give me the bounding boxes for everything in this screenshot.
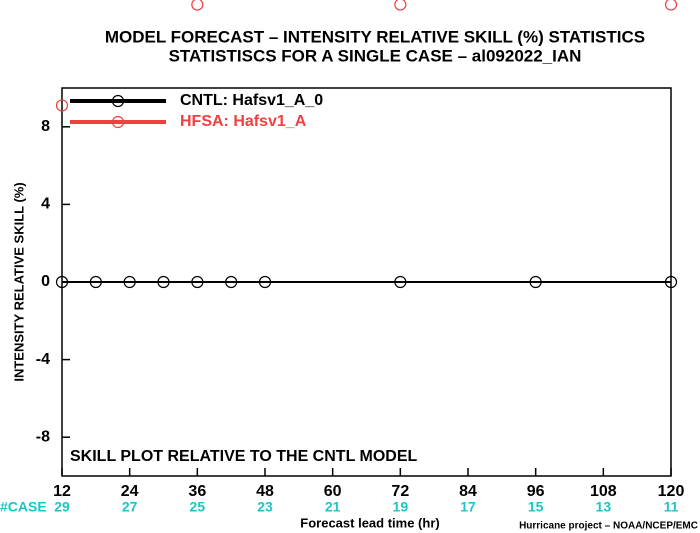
x-tick-label: 72 <box>391 483 409 500</box>
case-count: 15 <box>528 499 544 515</box>
y-tick-label: 0 <box>41 273 50 290</box>
series-marker <box>191 275 204 289</box>
x-tick-label: 96 <box>527 483 545 500</box>
x-tick-label: 48 <box>256 483 274 500</box>
case-count: 29 <box>54 499 70 515</box>
x-tick-label: 120 <box>658 483 685 500</box>
x-tick-label: 12 <box>53 483 71 500</box>
x-axis-label: Forecast lead time (hr) <box>300 515 439 530</box>
x-tick-label: 24 <box>121 483 139 500</box>
annotation: SKILL PLOT RELATIVE TO THE CNTL MODEL <box>70 448 417 465</box>
x-tick-label: 84 <box>459 483 477 500</box>
x-tick-label: 36 <box>188 483 206 500</box>
plot-lines <box>62 281 671 283</box>
chart-subtitle: STATISTISCS FOR A SINGLE CASE – al092022… <box>169 46 582 65</box>
series-marker <box>394 275 407 289</box>
series-marker <box>157 275 170 289</box>
legend-marker <box>111 94 125 108</box>
y-tick-label: -4 <box>36 351 50 368</box>
x-tick-label: 108 <box>590 483 617 500</box>
case-count: 25 <box>190 499 206 515</box>
series-marker <box>89 275 102 289</box>
series-marker <box>123 275 136 289</box>
case-count: 21 <box>325 499 341 515</box>
series-marker <box>191 0 204 11</box>
case-count: 23 <box>257 499 273 515</box>
series-marker <box>55 99 69 112</box>
chart-title: MODEL FORECAST – INTENSITY RELATIVE SKIL… <box>105 27 645 46</box>
case-count: 11 <box>664 499 679 515</box>
legend-label: CNTL: Hafsv1_A_0 <box>180 92 323 109</box>
case-count: 19 <box>393 499 409 515</box>
case-count: 13 <box>596 499 612 515</box>
x-tick-label: 60 <box>324 483 342 500</box>
y-axis-label: INTENSITY RELATIVE SKILL (%) <box>11 182 26 381</box>
series-marker <box>664 275 678 289</box>
series-marker <box>55 275 69 289</box>
series-marker <box>258 275 272 289</box>
y-tick-label: -8 <box>36 428 50 445</box>
series-marker <box>225 275 238 289</box>
case-count: 27 <box>122 499 138 515</box>
y-tick-label: 8 <box>41 118 50 135</box>
series-marker <box>529 275 542 289</box>
y-tick-label: 4 <box>41 196 50 213</box>
legend-label: HFSA: Hafsv1_A <box>180 113 307 130</box>
series-marker <box>664 0 678 11</box>
legend-marker <box>111 115 125 129</box>
footer: Hurricane project – NOAA/NCEP/EMC <box>519 521 698 532</box>
case-label: #CASE <box>0 499 47 515</box>
series-marker <box>394 0 407 11</box>
case-count: 17 <box>460 499 476 515</box>
